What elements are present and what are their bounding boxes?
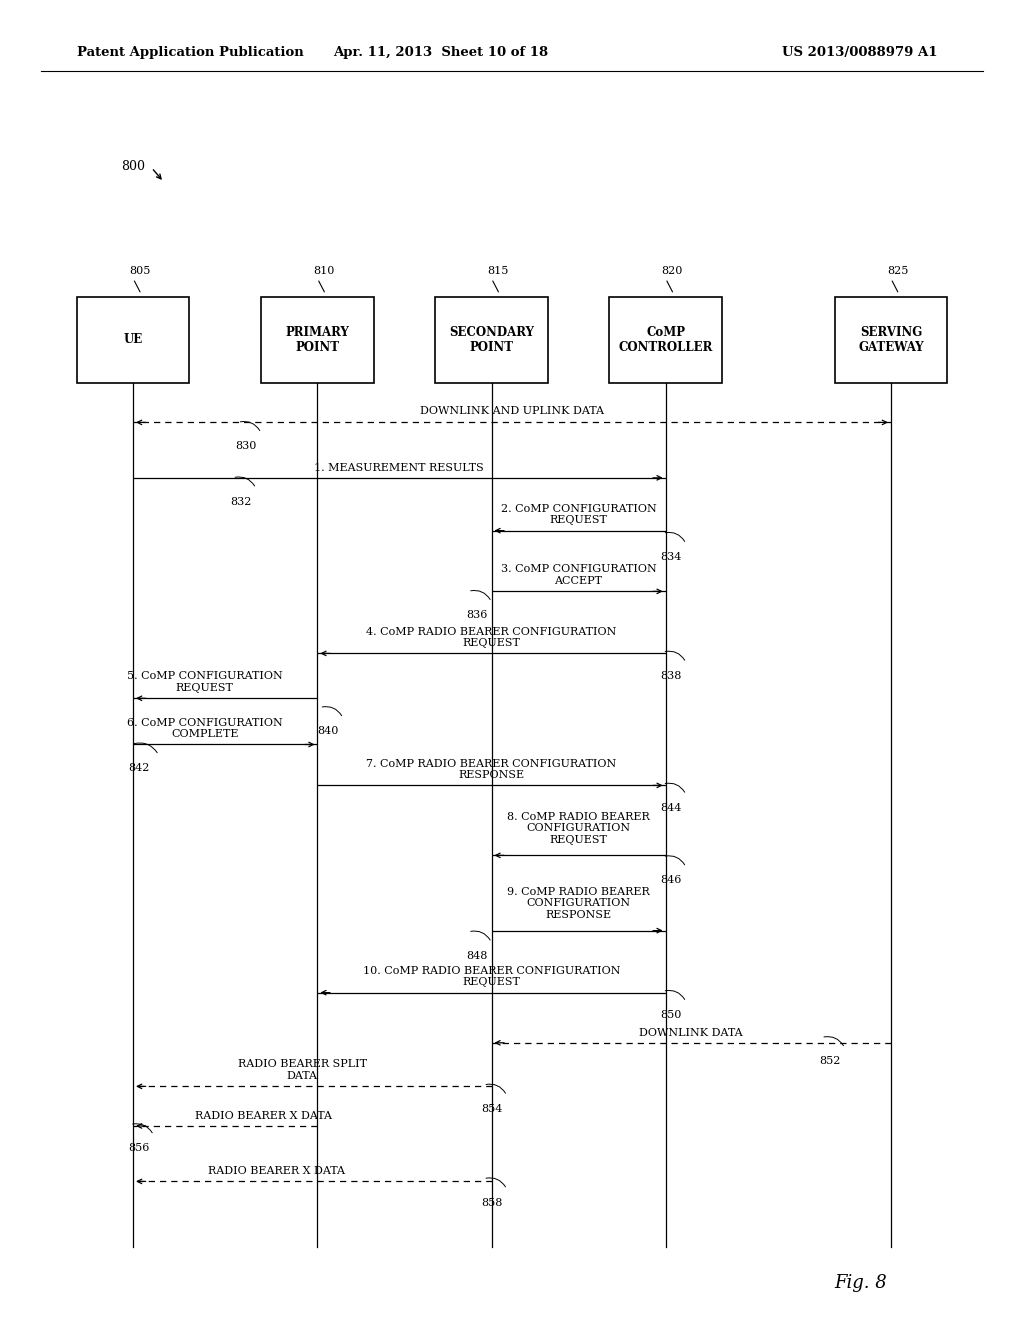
- Text: 854: 854: [481, 1104, 503, 1114]
- Text: 844: 844: [660, 803, 682, 813]
- Text: 6. CoMP CONFIGURATION
COMPLETE: 6. CoMP CONFIGURATION COMPLETE: [127, 718, 283, 739]
- Text: 800: 800: [121, 160, 145, 173]
- Text: 848: 848: [466, 950, 487, 961]
- Text: RADIO BEARER SPLIT
DATA: RADIO BEARER SPLIT DATA: [238, 1060, 367, 1081]
- Text: SECONDARY
POINT: SECONDARY POINT: [449, 326, 535, 354]
- Bar: [261, 297, 374, 383]
- Text: 834: 834: [660, 552, 682, 562]
- Text: 4. CoMP RADIO BEARER CONFIGURATION
REQUEST: 4. CoMP RADIO BEARER CONFIGURATION REQUE…: [367, 627, 616, 648]
- Text: Fig. 8: Fig. 8: [834, 1274, 887, 1292]
- Text: 852: 852: [819, 1056, 841, 1067]
- Text: 842: 842: [128, 763, 150, 774]
- Text: 810: 810: [313, 265, 335, 276]
- Bar: [77, 297, 189, 383]
- Text: Patent Application Publication: Patent Application Publication: [77, 46, 303, 59]
- Text: 1. MEASUREMENT RESULTS: 1. MEASUREMENT RESULTS: [314, 462, 484, 473]
- Text: 9. CoMP RADIO BEARER
CONFIGURATION
RESPONSE: 9. CoMP RADIO BEARER CONFIGURATION RESPO…: [507, 887, 650, 920]
- Text: 836: 836: [466, 610, 487, 620]
- Text: 825: 825: [887, 265, 908, 276]
- Text: 830: 830: [236, 441, 257, 451]
- Text: 840: 840: [317, 726, 339, 737]
- Text: CoMP
CONTROLLER: CoMP CONTROLLER: [618, 326, 713, 354]
- Text: 832: 832: [230, 496, 252, 507]
- Bar: [835, 297, 947, 383]
- Bar: [609, 297, 722, 383]
- Text: 850: 850: [660, 1010, 682, 1020]
- Text: 838: 838: [660, 671, 682, 681]
- Text: RADIO BEARER X DATA: RADIO BEARER X DATA: [195, 1110, 332, 1121]
- Text: 815: 815: [487, 265, 509, 276]
- Text: 858: 858: [481, 1197, 503, 1208]
- Text: 10. CoMP RADIO BEARER CONFIGURATION
REQUEST: 10. CoMP RADIO BEARER CONFIGURATION REQU…: [362, 966, 621, 987]
- Text: 856: 856: [128, 1143, 150, 1154]
- Text: Apr. 11, 2013  Sheet 10 of 18: Apr. 11, 2013 Sheet 10 of 18: [333, 46, 548, 59]
- Text: RADIO BEARER X DATA: RADIO BEARER X DATA: [208, 1166, 345, 1176]
- Text: 2. CoMP CONFIGURATION
REQUEST: 2. CoMP CONFIGURATION REQUEST: [501, 504, 656, 525]
- Text: 805: 805: [129, 265, 151, 276]
- Text: 846: 846: [660, 875, 682, 886]
- Text: UE: UE: [124, 334, 142, 346]
- Text: 7. CoMP RADIO BEARER CONFIGURATION
RESPONSE: 7. CoMP RADIO BEARER CONFIGURATION RESPO…: [367, 759, 616, 780]
- Text: 8. CoMP RADIO BEARER
CONFIGURATION
REQUEST: 8. CoMP RADIO BEARER CONFIGURATION REQUE…: [507, 812, 650, 845]
- Text: DOWNLINK DATA: DOWNLINK DATA: [639, 1027, 743, 1038]
- Text: SERVING
GATEWAY: SERVING GATEWAY: [858, 326, 924, 354]
- Text: PRIMARY
POINT: PRIMARY POINT: [286, 326, 349, 354]
- Text: 820: 820: [662, 265, 683, 276]
- Text: 3. CoMP CONFIGURATION
ACCEPT: 3. CoMP CONFIGURATION ACCEPT: [501, 565, 656, 586]
- Text: 5. CoMP CONFIGURATION
REQUEST: 5. CoMP CONFIGURATION REQUEST: [127, 672, 283, 693]
- Bar: [435, 297, 548, 383]
- Text: US 2013/0088979 A1: US 2013/0088979 A1: [782, 46, 938, 59]
- Text: DOWNLINK AND UPLINK DATA: DOWNLINK AND UPLINK DATA: [420, 405, 604, 416]
